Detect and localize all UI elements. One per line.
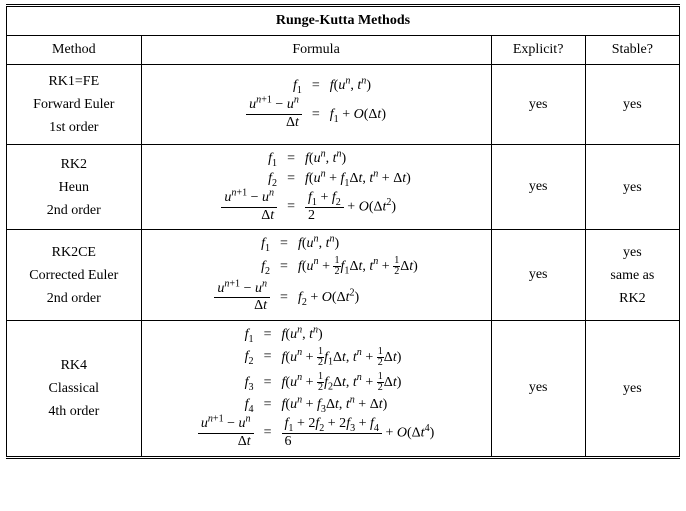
col-header-formula: Formula (141, 36, 491, 65)
method-cell: RK4 Classical 4th order (7, 320, 142, 457)
formula-cell: f1= f(un, tn) f2= f(un + 12f1Δt, tn + 12… (141, 230, 491, 321)
explicit-cell: yes (491, 145, 585, 230)
stable-cell: yes same as RK2 (585, 230, 679, 321)
col-header-explicit: Explicit? (491, 36, 585, 65)
table-row: RK2 Heun 2nd order f1= f(un, tn) f2= f(u… (7, 145, 680, 230)
formula-cell: f1= f(un, tn) un+1 − unΔt= f1 + O(Δt) (141, 65, 491, 145)
stable-cell: yes (585, 320, 679, 457)
method-cell: RK2CE Corrected Euler 2nd order (7, 230, 142, 321)
table-title: Runge-Kutta Methods (7, 6, 680, 36)
table-header-row: Method Formula Explicit? Stable? (7, 36, 680, 65)
explicit-cell: yes (491, 65, 585, 145)
method-cell: RK1=FE Forward Euler 1st order (7, 65, 142, 145)
stable-cell: yes (585, 145, 679, 230)
runge-kutta-table: Runge-Kutta Methods Method Formula Expli… (6, 4, 680, 459)
stable-cell: yes (585, 65, 679, 145)
table-row: RK2CE Corrected Euler 2nd order f1= f(un… (7, 230, 680, 321)
table-row: RK4 Classical 4th order f1= f(un, tn) f2… (7, 320, 680, 457)
method-name: RK1=FE (15, 71, 133, 92)
method-desc: Forward Euler (15, 94, 133, 115)
explicit-cell: yes (491, 320, 585, 457)
col-header-method: Method (7, 36, 142, 65)
explicit-cell: yes (491, 230, 585, 321)
col-header-stable: Stable? (585, 36, 679, 65)
formula-cell: f1= f(un, tn) f2= f(un + f1Δt, tn + Δt) … (141, 145, 491, 230)
method-cell: RK2 Heun 2nd order (7, 145, 142, 230)
formula-cell: f1= f(un, tn) f2= f(un + 12f1Δt, tn + 12… (141, 320, 491, 457)
table-row: RK1=FE Forward Euler 1st order f1= f(un,… (7, 65, 680, 145)
method-order: 1st order (15, 117, 133, 138)
